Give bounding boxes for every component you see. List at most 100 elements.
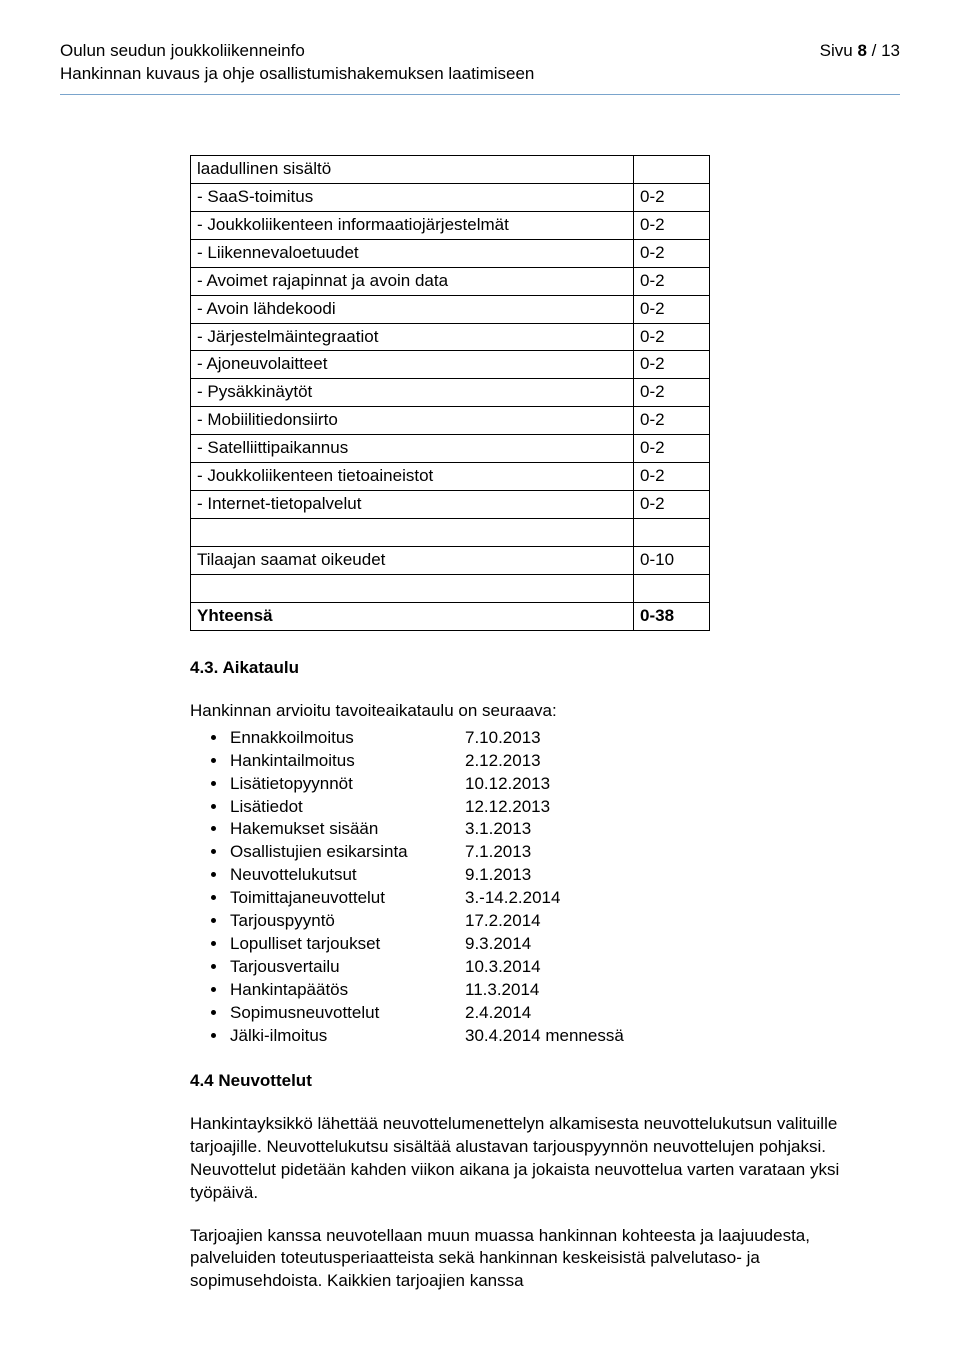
table-row: - Ajoneuvolaitteet0-2 — [191, 351, 710, 379]
list-item: Tarjouspyyntö17.2.2014 — [228, 910, 860, 933]
row-value: 0-2 — [634, 211, 710, 239]
page-sep: / — [867, 41, 881, 60]
table-row: - Avoin lähdekoodi0-2 — [191, 295, 710, 323]
item-date: 9.1.2013 — [465, 864, 531, 887]
item-label: Hakemukset sisään — [230, 818, 465, 841]
row-label: Yhteensä — [191, 602, 634, 630]
list-item: Lopulliset tarjoukset9.3.2014 — [228, 933, 860, 956]
list-item: Tarjousvertailu10.3.2014 — [228, 956, 860, 979]
item-date: 11.3.2014 — [465, 979, 539, 1002]
negotiations-para-2: Tarjoajien kanssa neuvotellaan muun muas… — [190, 1225, 860, 1294]
item-label: Sopimusneuvottelut — [230, 1002, 465, 1025]
item-label: Toimittajaneuvottelut — [230, 887, 465, 910]
page-total: 13 — [881, 41, 900, 60]
list-item: Hakemukset sisään3.1.2013 — [228, 818, 860, 841]
table-row: laadullinen sisältö — [191, 155, 710, 183]
row-value: 0-2 — [634, 183, 710, 211]
schedule-list: Ennakkoilmoitus7.10.2013Hankintailmoitus… — [190, 727, 860, 1048]
table-row: - Mobiilitiedonsiirto0-2 — [191, 407, 710, 435]
negotiations-para-1: Hankintayksikkö lähettää neuvottelumenet… — [190, 1113, 860, 1205]
header-left: Oulun seudun joukkoliikenneinfo Hankinna… — [60, 40, 534, 86]
item-label: Lopulliset tarjoukset — [230, 933, 465, 956]
item-label: Lisätiedot — [230, 796, 465, 819]
list-item: Osallistujien esikarsinta7.1.2013 — [228, 841, 860, 864]
list-item: Hankintapäätös11.3.2014 — [228, 979, 860, 1002]
row-label: - Joukkoliikenteen informaatiojärjestelm… — [191, 211, 634, 239]
row-value: 0-10 — [634, 547, 710, 575]
list-item: Neuvottelukutsut9.1.2013 — [228, 864, 860, 887]
score-table: laadullinen sisältö- SaaS-toimitus0-2- J… — [190, 155, 710, 631]
page-header: Oulun seudun joukkoliikenneinfo Hankinna… — [60, 40, 900, 86]
schedule-heading: 4.3. Aikataulu — [190, 657, 860, 680]
row-value: 0-2 — [634, 295, 710, 323]
row-value: 0-2 — [634, 491, 710, 519]
page-label-prefix: Sivu — [820, 41, 858, 60]
list-item: Lisätiedot12.12.2013 — [228, 796, 860, 819]
table-row: - Pysäkkinäytöt0-2 — [191, 379, 710, 407]
row-label: - Avoimet rajapinnat ja avoin data — [191, 267, 634, 295]
list-item: Sopimusneuvottelut2.4.2014 — [228, 1002, 860, 1025]
item-date: 10.3.2014 — [465, 956, 541, 979]
row-value: 0-2 — [634, 323, 710, 351]
item-date: 7.10.2013 — [465, 727, 541, 750]
row-label: - Mobiilitiedonsiirto — [191, 407, 634, 435]
page-current: 8 — [857, 41, 866, 60]
table-row: Tilaajan saamat oikeudet0-10 — [191, 547, 710, 575]
table-row: - Joukkoliikenteen informaatiojärjestelm… — [191, 211, 710, 239]
row-value: 0-2 — [634, 239, 710, 267]
item-date: 2.12.2013 — [465, 750, 541, 773]
row-label: - SaaS-toimitus — [191, 183, 634, 211]
row-label: - Ajoneuvolaitteet — [191, 351, 634, 379]
table-row: - Avoimet rajapinnat ja avoin data0-2 — [191, 267, 710, 295]
row-value: 0-2 — [634, 435, 710, 463]
table-row: - Satelliittipaikannus0-2 — [191, 435, 710, 463]
spacer-cell — [191, 519, 634, 547]
negotiations-heading: 4.4 Neuvottelut — [190, 1070, 860, 1093]
table-spacer-row — [191, 574, 710, 602]
item-label: Osallistujien esikarsinta — [230, 841, 465, 864]
item-date: 7.1.2013 — [465, 841, 531, 864]
row-label: - Satelliittipaikannus — [191, 435, 634, 463]
item-date: 30.4.2014 mennessä — [465, 1025, 624, 1048]
spacer-cell — [191, 574, 634, 602]
row-label: - Pysäkkinäytöt — [191, 379, 634, 407]
item-label: Ennakkoilmoitus — [230, 727, 465, 750]
header-subtitle: Hankinnan kuvaus ja ohje osallistumishak… — [60, 63, 534, 86]
table-row: - SaaS-toimitus0-2 — [191, 183, 710, 211]
row-label: - Internet-tietopalvelut — [191, 491, 634, 519]
row-label: - Liikennevaloetuudet — [191, 239, 634, 267]
table-row: - Järjestelmäintegraatiot0-2 — [191, 323, 710, 351]
row-value: 0-38 — [634, 602, 710, 630]
list-item: Hankintailmoitus2.12.2013 — [228, 750, 860, 773]
item-label: Tarjouspyyntö — [230, 910, 465, 933]
table-total-row: Yhteensä0-38 — [191, 602, 710, 630]
row-value: 0-2 — [634, 351, 710, 379]
list-item: Jälki-ilmoitus30.4.2014 mennessä — [228, 1025, 860, 1048]
item-date: 9.3.2014 — [465, 933, 531, 956]
row-label: - Järjestelmäintegraatiot — [191, 323, 634, 351]
header-divider — [60, 94, 900, 95]
row-label: laadullinen sisältö — [191, 155, 634, 183]
item-label: Neuvottelukutsut — [230, 864, 465, 887]
row-value: 0-2 — [634, 267, 710, 295]
row-value: 0-2 — [634, 407, 710, 435]
spacer-cell — [634, 574, 710, 602]
list-item: Ennakkoilmoitus7.10.2013 — [228, 727, 860, 750]
list-item: Toimittajaneuvottelut3.-14.2.2014 — [228, 887, 860, 910]
table-spacer-row — [191, 519, 710, 547]
item-label: Hankintapäätös — [230, 979, 465, 1002]
item-date: 12.12.2013 — [465, 796, 550, 819]
table-row: - Joukkoliikenteen tietoaineistot0-2 — [191, 463, 710, 491]
header-title: Oulun seudun joukkoliikenneinfo — [60, 40, 534, 63]
item-label: Jälki-ilmoitus — [230, 1025, 465, 1048]
item-date: 17.2.2014 — [465, 910, 541, 933]
row-value: 0-2 — [634, 379, 710, 407]
item-label: Lisätietopyynnöt — [230, 773, 465, 796]
page-number: Sivu 8 / 13 — [820, 40, 900, 86]
item-label: Tarjousvertailu — [230, 956, 465, 979]
row-label: - Joukkoliikenteen tietoaineistot — [191, 463, 634, 491]
spacer-cell — [634, 519, 710, 547]
row-label: - Avoin lähdekoodi — [191, 295, 634, 323]
row-value: 0-2 — [634, 463, 710, 491]
item-date: 2.4.2014 — [465, 1002, 531, 1025]
